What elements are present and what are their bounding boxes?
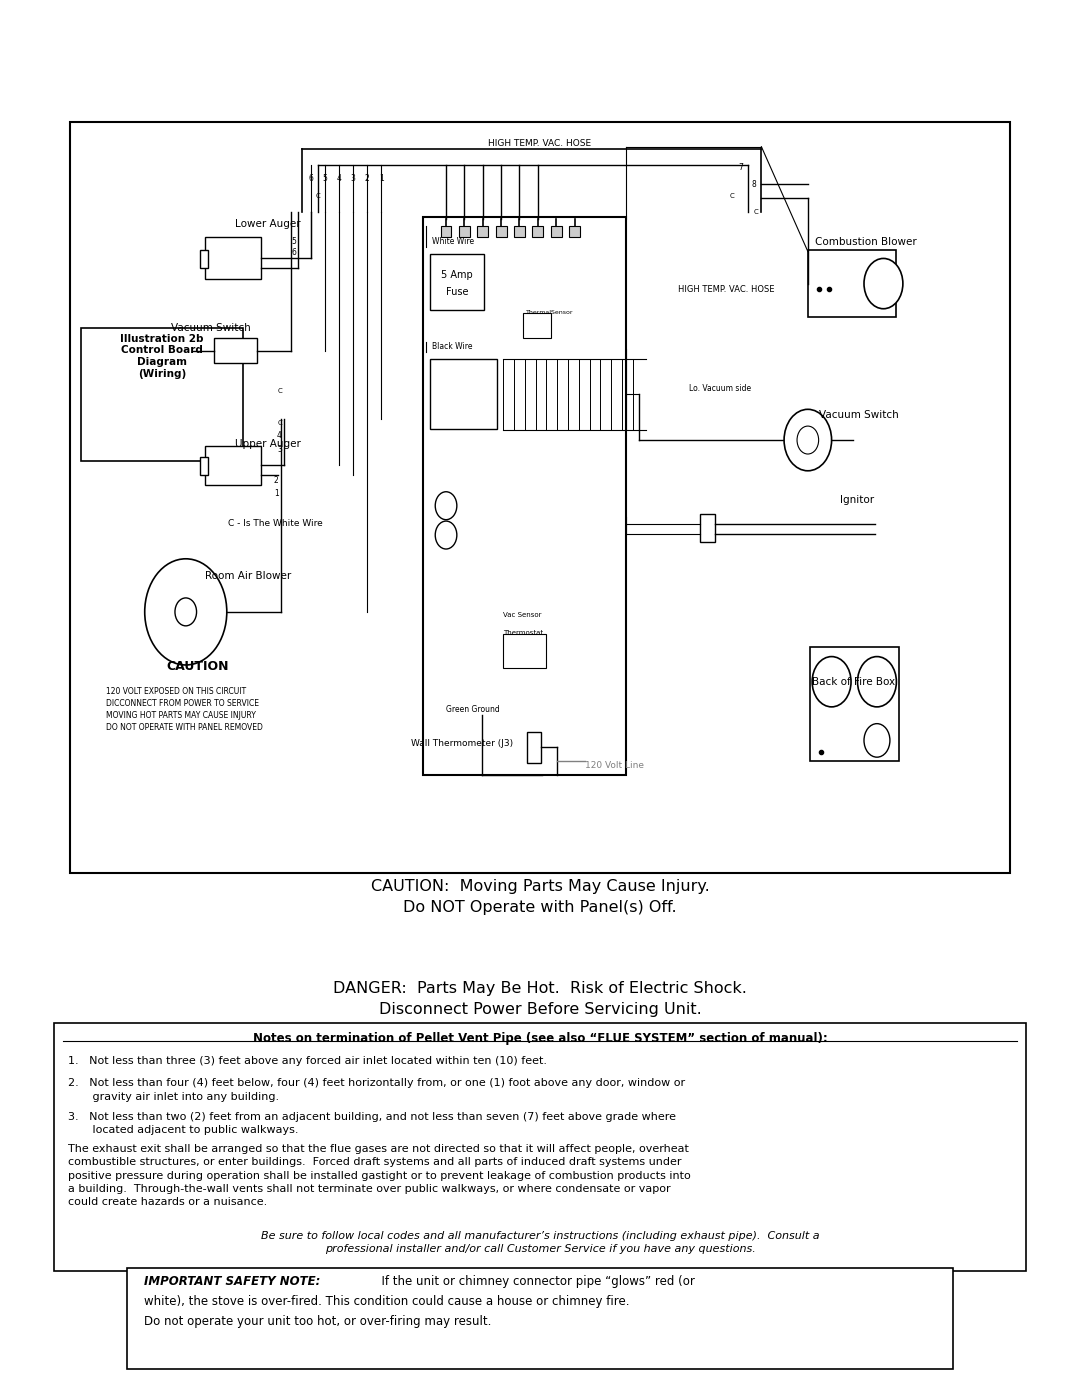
Text: 3: 3 (276, 446, 282, 454)
Circle shape (435, 492, 457, 520)
Text: C: C (278, 420, 282, 426)
Bar (551, 226, 562, 237)
Text: HIGH TEMP. VAC. HOSE: HIGH TEMP. VAC. HOSE (678, 285, 774, 293)
Bar (459, 226, 470, 237)
Bar (81, 328, 243, 461)
Circle shape (864, 724, 890, 757)
Circle shape (145, 559, 227, 665)
Text: 7: 7 (739, 163, 743, 172)
Text: Ignitor: Ignitor (840, 495, 875, 506)
Circle shape (812, 657, 851, 707)
Text: 5 Amp: 5 Amp (441, 270, 473, 281)
Text: ThermalSensor: ThermalSensor (526, 310, 573, 316)
Circle shape (797, 426, 819, 454)
Text: 3: 3 (351, 175, 355, 183)
Bar (523, 313, 551, 338)
Text: 1: 1 (379, 175, 383, 183)
Text: Back of Fire Box: Back of Fire Box (812, 676, 894, 687)
Circle shape (784, 409, 832, 471)
Text: CAUTION:  Moving Parts May Cause Injury.
Do NOT Operate with Panel(s) Off.: CAUTION: Moving Parts May Cause Injury. … (370, 879, 710, 915)
Text: C: C (278, 388, 282, 394)
Text: 4: 4 (276, 432, 282, 440)
Text: 2: 2 (365, 175, 369, 183)
Text: Illustration 2b
Control Board
Diagram
(Wiring): Illustration 2b Control Board Diagram (W… (120, 334, 204, 379)
Bar (532, 226, 543, 237)
Text: The exhaust exit shall be arranged so that the flue gases are not directed so th: The exhaust exit shall be arranged so th… (68, 1144, 691, 1207)
Text: Vacuum Switch: Vacuum Switch (171, 323, 251, 334)
Text: 1: 1 (274, 489, 279, 497)
Text: Room Air Blower: Room Air Blower (205, 570, 292, 581)
Bar (514, 226, 525, 237)
Bar (441, 226, 451, 237)
Text: Do not operate your unit too hot, or over-firing may result.: Do not operate your unit too hot, or ove… (144, 1315, 491, 1327)
Bar (200, 250, 208, 268)
Bar (700, 514, 715, 542)
Text: C: C (730, 193, 734, 198)
Text: 1.   Not less than three (3) feet above any forced air inlet located within ten : 1. Not less than three (3) feet above an… (68, 1056, 548, 1066)
Text: HIGH TEMP. VAC. HOSE: HIGH TEMP. VAC. HOSE (488, 140, 592, 148)
Text: C: C (754, 210, 758, 215)
Bar (54, 1023, 1026, 1271)
Text: Lo. Vacuum side: Lo. Vacuum side (689, 384, 752, 393)
Text: 5: 5 (291, 237, 296, 246)
Text: Be sure to follow local codes and all manufacturer’s instructions (including exh: Be sure to follow local codes and all ma… (260, 1231, 820, 1255)
Text: CAUTION: CAUTION (166, 659, 229, 673)
Text: 3.   Not less than two (2) feet from an adjacent building, and not less than sev: 3. Not less than two (2) feet from an ad… (68, 1112, 676, 1136)
Text: Notes on termination of Pellet Vent Pipe (see also “FLUE SYSTEM” section of manu: Notes on termination of Pellet Vent Pipe… (253, 1032, 827, 1045)
Text: 6: 6 (291, 249, 296, 257)
Bar (430, 359, 497, 429)
Bar (70, 122, 1010, 873)
Text: 2.   Not less than four (4) feet below, four (4) feet horizontally from, or one : 2. Not less than four (4) feet below, fo… (68, 1078, 685, 1102)
Bar (430, 254, 484, 310)
Bar (527, 732, 541, 763)
Text: 4: 4 (337, 175, 341, 183)
Text: 6: 6 (309, 175, 313, 183)
Bar (808, 250, 896, 317)
Text: Upper Auger: Upper Auger (235, 439, 300, 450)
Circle shape (435, 521, 457, 549)
Text: 120 Volt Line: 120 Volt Line (585, 761, 645, 770)
Bar (205, 446, 261, 485)
Text: IMPORTANT SAFETY NOTE:: IMPORTANT SAFETY NOTE: (144, 1275, 320, 1288)
Text: Green Ground: Green Ground (446, 705, 500, 714)
Text: If the unit or chimney connector pipe “glows” red (or: If the unit or chimney connector pipe “g… (374, 1275, 694, 1288)
Bar (127, 1268, 953, 1369)
Text: White Wire: White Wire (432, 237, 474, 246)
Text: 2: 2 (274, 476, 279, 485)
Text: 120 VOLT EXPOSED ON THIS CIRCUIT
DICCONNECT FROM POWER TO SERVICE
MOVING HOT PAR: 120 VOLT EXPOSED ON THIS CIRCUIT DICCONN… (106, 687, 262, 732)
Text: Wall Thermometer (J3): Wall Thermometer (J3) (411, 739, 513, 747)
Bar (496, 226, 507, 237)
Text: white), the stove is over-fired. This condition could cause a house or chimney f: white), the stove is over-fired. This co… (144, 1295, 630, 1308)
Bar (205, 237, 261, 279)
Text: Black Wire: Black Wire (432, 342, 473, 351)
Text: Combustion Blower: Combustion Blower (815, 236, 917, 247)
Bar (423, 217, 626, 775)
Circle shape (858, 657, 896, 707)
Text: C - Is The White Wire: C - Is The White Wire (228, 520, 323, 528)
Circle shape (175, 598, 197, 626)
Text: Thermostat: Thermostat (503, 630, 543, 636)
Text: 8: 8 (752, 180, 756, 189)
Text: Fuse: Fuse (446, 286, 468, 298)
Text: Lower Auger: Lower Auger (235, 218, 300, 229)
Bar (569, 226, 580, 237)
Text: DANGER:  Parts May Be Hot.  Risk of Electric Shock.
Disconnect Power Before Serv: DANGER: Parts May Be Hot. Risk of Electr… (333, 981, 747, 1017)
Circle shape (864, 258, 903, 309)
Bar (477, 226, 488, 237)
Bar (214, 338, 257, 363)
Text: C: C (315, 193, 320, 198)
Bar (810, 647, 899, 761)
Text: Vacuum Switch: Vacuum Switch (819, 409, 899, 420)
Text: Vac Sensor: Vac Sensor (503, 612, 542, 617)
Text: 5: 5 (323, 175, 327, 183)
Bar (503, 634, 546, 668)
Bar (200, 457, 208, 475)
